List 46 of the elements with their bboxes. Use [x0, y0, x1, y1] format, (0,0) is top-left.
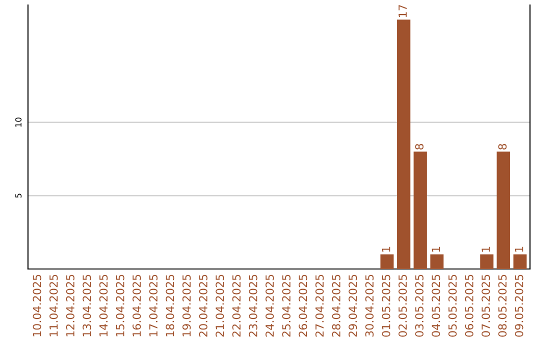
data-label: 17 — [398, 5, 407, 18]
x-tick-label: 10.04.2025 — [32, 274, 42, 336]
x-tick-label: 19.04.2025 — [182, 274, 191, 336]
x-tick-label: 14.04.2025 — [99, 274, 108, 336]
y-tick-label: 5 — [15, 194, 22, 198]
x-tick-label: 28.04.2025 — [332, 274, 340, 337]
y-tick-label: 10 — [15, 118, 22, 127]
x-tick-label: 09.05.2025 — [514, 274, 524, 337]
x-tick-label: 20.04.2025 — [199, 274, 208, 337]
bar — [496, 152, 510, 269]
data-label: 8 — [415, 144, 424, 150]
x-tick-label: 18.04.2025 — [166, 274, 174, 336]
bar — [430, 254, 444, 269]
x-tick-label: 02.05.2025 — [398, 274, 407, 337]
x-tick-label: 08.05.2025 — [498, 274, 507, 337]
x-tick-label: 13.04.2025 — [82, 274, 92, 336]
bar — [513, 254, 527, 269]
x-tick-label: 12.04.2025 — [66, 274, 74, 336]
x-tick-label: 27.04.2025 — [315, 274, 324, 337]
x-tick-label: 26.04.2025 — [298, 274, 308, 337]
x-tick-label: 06.05.2025 — [464, 274, 474, 337]
x-tick-label: 04.05.2025 — [432, 274, 440, 337]
data-label: 1 — [482, 246, 490, 252]
x-tick-label: 30.04.2025 — [365, 274, 374, 337]
x-tick-label: 15.04.2025 — [116, 274, 124, 336]
bar — [414, 152, 427, 269]
x-tick-label: 05.05.2025 — [448, 274, 457, 337]
x-tick-label: 23.04.2025 — [248, 274, 258, 337]
x-tick-label: 01.05.2025 — [382, 274, 390, 337]
x-tick-label: 24.04.2025 — [266, 274, 274, 337]
x-tick-label: 21.04.2025 — [216, 274, 224, 337]
x-tick-label: 17.04.2025 — [149, 274, 158, 336]
x-tick-label: 16.04.2025 — [132, 274, 141, 336]
x-tick-label: 29.04.2025 — [348, 274, 358, 337]
x-tick-label: 07.05.2025 — [482, 274, 490, 337]
x-tick-label: 25.04.2025 — [282, 274, 291, 337]
x-tick-label: 03.05.2025 — [415, 274, 424, 337]
data-label: 8 — [498, 144, 507, 150]
data-label: 1 — [382, 246, 390, 252]
data-label: 1 — [514, 246, 524, 252]
bar — [380, 254, 394, 269]
x-tick-label: 22.04.2025 — [232, 274, 241, 337]
data-label: 1 — [432, 246, 440, 252]
bar — [397, 20, 410, 269]
bar — [480, 254, 494, 269]
x-tick-label: 11.04.2025 — [49, 274, 58, 336]
